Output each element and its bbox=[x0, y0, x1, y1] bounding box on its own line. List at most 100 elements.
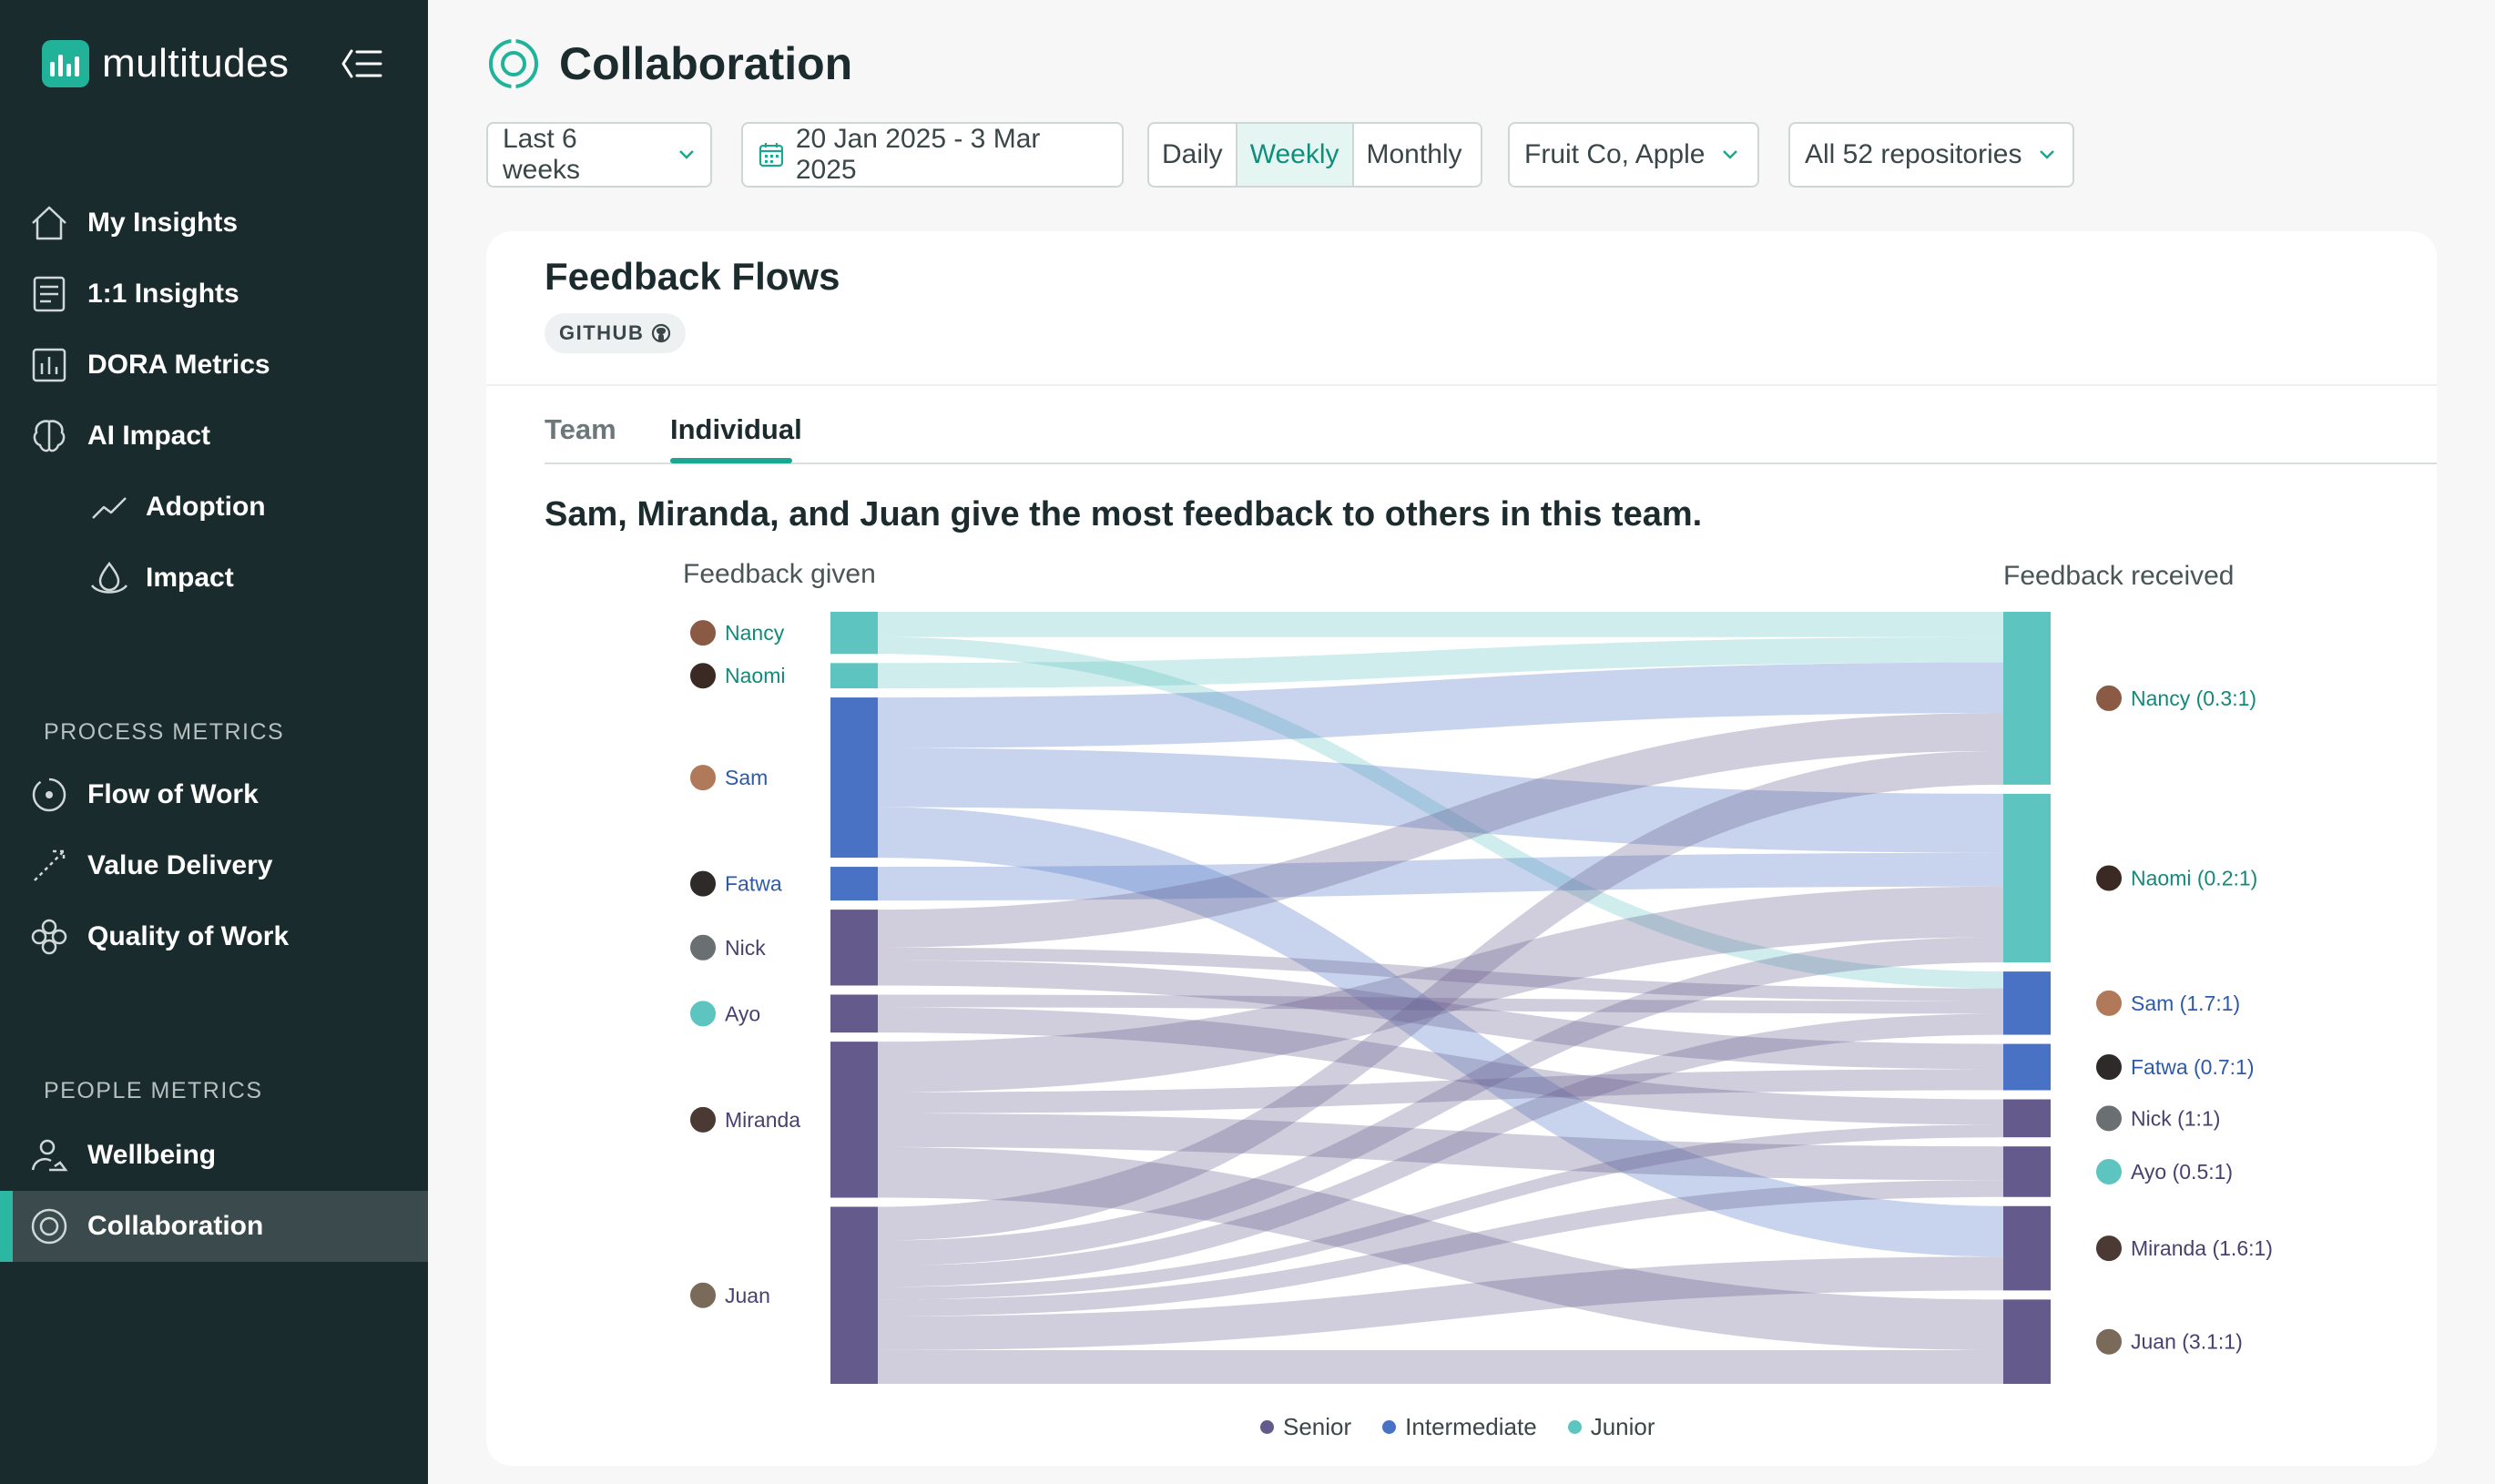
nav-wellbeing[interactable]: Wellbeing bbox=[0, 1120, 428, 1191]
sankey-node-given bbox=[830, 910, 878, 986]
tab-team[interactable]: Team bbox=[545, 413, 616, 445]
sankey-link bbox=[878, 852, 2003, 901]
bar-chart-icon bbox=[32, 348, 66, 382]
nav-impact[interactable]: Impact bbox=[0, 543, 428, 614]
collapse-sidebar-icon[interactable] bbox=[341, 47, 382, 80]
sankey-link bbox=[878, 1007, 2003, 1125]
received-label: Juan (3.1:1) bbox=[2131, 1330, 2243, 1354]
avatar bbox=[2094, 1103, 2123, 1133]
app-name: multitudes bbox=[102, 41, 290, 86]
nav-label: DORA Metrics bbox=[87, 350, 270, 380]
sankey-link bbox=[878, 1069, 2003, 1113]
avatar bbox=[688, 1280, 718, 1310]
period-select[interactable]: Last 6 weeks bbox=[486, 122, 712, 188]
received-label: Nick (1:1) bbox=[2131, 1106, 2220, 1130]
sankey-link bbox=[878, 960, 2003, 1070]
sankey-node-received bbox=[2003, 1299, 2051, 1384]
page-header: Collaboration bbox=[486, 36, 852, 91]
nav-label: Value Delivery bbox=[87, 850, 273, 880]
sankey-link bbox=[878, 1349, 2003, 1384]
given-label: Ayo bbox=[725, 1001, 760, 1025]
sankey-link bbox=[878, 1113, 2003, 1181]
avatar bbox=[2094, 1156, 2123, 1186]
repositories-select[interactable]: All 52 repositories bbox=[1788, 122, 2074, 188]
source-badge: GITHUB bbox=[545, 313, 687, 353]
avatar bbox=[2094, 1234, 2123, 1264]
nav-ai-impact[interactable]: AI Impact bbox=[0, 401, 428, 472]
calendar-icon bbox=[759, 143, 783, 168]
feedback-sankey-chart: Nancy Naomi Sam Fatwa Nick Ayo Miranda Juan Nanc… bbox=[683, 559, 2273, 1384]
sankey-node-given bbox=[830, 994, 878, 1033]
people-metrics-heading: PEOPLE METRICS bbox=[44, 1078, 263, 1103]
granularity-weekly[interactable]: Weekly bbox=[1237, 124, 1354, 186]
nav-value-delivery[interactable]: Value Delivery bbox=[0, 830, 428, 901]
avatar bbox=[2094, 683, 2123, 713]
avatar bbox=[2094, 863, 2123, 893]
given-label: Miranda bbox=[725, 1108, 800, 1132]
sankey-node-given bbox=[830, 697, 878, 859]
chevron-down-icon bbox=[1723, 150, 1738, 159]
nav-label: Adoption bbox=[146, 492, 266, 522]
nav-label: Collaboration bbox=[87, 1211, 264, 1241]
sankey-node-received bbox=[2003, 1146, 2051, 1197]
received-label: Fatwa (0.7:1) bbox=[2131, 1055, 2255, 1079]
given-label: Juan bbox=[725, 1284, 770, 1307]
trend-line-icon bbox=[92, 497, 127, 519]
legend-dot bbox=[1567, 1420, 1582, 1434]
sankey-link bbox=[878, 1124, 2003, 1300]
legend-dot bbox=[1382, 1420, 1397, 1434]
legend-item-junior: Junior bbox=[1567, 1413, 1655, 1441]
received-label: Miranda (1.6:1) bbox=[2131, 1236, 2273, 1260]
nav-label: My Insights bbox=[87, 208, 239, 238]
sankey-node-received bbox=[2003, 1043, 2051, 1091]
sankey-link bbox=[878, 636, 2003, 989]
sankey-links bbox=[878, 612, 2003, 1384]
team-select[interactable]: Fruit Co, Apple bbox=[1508, 122, 1759, 188]
github-icon bbox=[652, 323, 671, 343]
legend-label: Intermediate bbox=[1405, 1413, 1537, 1440]
sankey-link bbox=[878, 662, 2003, 748]
sankey-link bbox=[878, 1180, 2003, 1316]
sankey-node-given bbox=[830, 867, 878, 901]
chart-legend: Senior Intermediate Junior bbox=[1260, 1413, 1686, 1441]
sankey-node-given bbox=[830, 1206, 878, 1384]
avatar bbox=[688, 932, 718, 962]
sankey-link bbox=[878, 636, 2003, 689]
period-value: Last 6 weeks bbox=[503, 124, 581, 185]
insight-headline: Sam, Miranda, and Juan give the most fee… bbox=[545, 495, 1703, 534]
sankey-link bbox=[878, 713, 2003, 948]
sankey-node-received bbox=[2003, 793, 2051, 963]
nav-1-1-insights[interactable]: 1:1 Insights bbox=[0, 259, 428, 330]
process-metrics-heading: PROCESS METRICS bbox=[44, 719, 285, 745]
avatar bbox=[688, 763, 718, 793]
avatar bbox=[688, 869, 718, 899]
nav-my-insights[interactable]: My Insights bbox=[0, 188, 428, 259]
granularity-daily[interactable]: Daily bbox=[1149, 124, 1237, 186]
avatar bbox=[2094, 1326, 2123, 1357]
nav-label: Flow of Work bbox=[87, 779, 259, 809]
nav-dora-metrics[interactable]: DORA Metrics bbox=[0, 330, 428, 401]
chevron-down-icon bbox=[2040, 150, 2055, 159]
sankey-link bbox=[878, 947, 2003, 1001]
avatar bbox=[688, 999, 718, 1029]
tab-individual[interactable]: Individual bbox=[670, 413, 802, 445]
avatar bbox=[2094, 988, 2123, 1018]
sankey-node-given bbox=[830, 612, 878, 655]
sankey-link bbox=[878, 994, 2003, 1014]
nav-adoption[interactable]: Adoption bbox=[0, 472, 428, 543]
sankey-link bbox=[878, 1013, 2003, 1287]
date-range-picker[interactable]: 20 Jan 2025 - 3 Mar 2025 bbox=[741, 122, 1124, 188]
droplet-icon bbox=[90, 561, 128, 594]
app-logo[interactable]: multitudes bbox=[42, 40, 290, 87]
tab-bar-line bbox=[545, 462, 2437, 464]
active-tab-indicator bbox=[670, 458, 792, 463]
nav-collaboration[interactable]: Collaboration bbox=[0, 1191, 428, 1262]
sankey-link bbox=[878, 1256, 2003, 1350]
granularity-monthly[interactable]: Monthly bbox=[1366, 139, 1462, 169]
brain-icon bbox=[33, 420, 66, 452]
feedback-flows-card: Feedback Flows GITHUB Team Individual Sa… bbox=[486, 231, 2437, 1466]
quality-icon bbox=[31, 919, 67, 955]
nav-quality-of-work[interactable]: Quality of Work bbox=[0, 901, 428, 972]
nav-flow-of-work[interactable]: Flow of Work bbox=[0, 759, 428, 830]
received-label: Nancy (0.3:1) bbox=[2131, 686, 2256, 710]
